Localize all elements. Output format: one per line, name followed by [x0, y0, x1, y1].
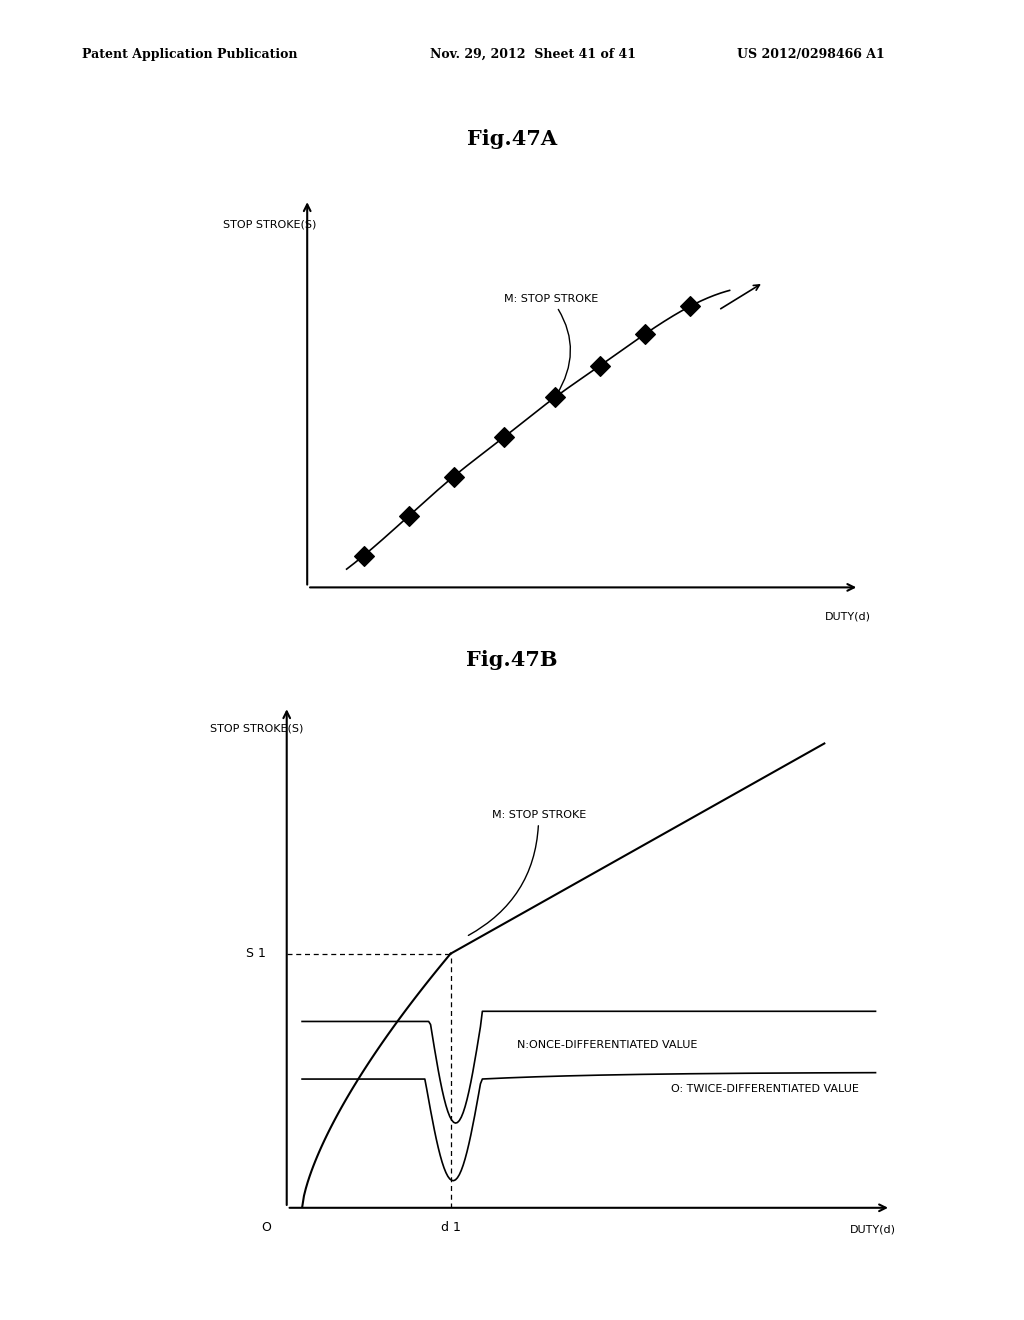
Text: DUTY(d): DUTY(d) — [850, 1225, 896, 1234]
Text: Nov. 29, 2012  Sheet 41 of 41: Nov. 29, 2012 Sheet 41 of 41 — [430, 48, 636, 61]
Point — [400, 506, 417, 527]
Text: DUTY(d): DUTY(d) — [824, 611, 870, 622]
Point — [592, 355, 608, 376]
Point — [355, 545, 372, 566]
Text: M: STOP STROKE: M: STOP STROKE — [468, 810, 586, 936]
Text: O: O — [261, 1221, 271, 1234]
Text: US 2012/0298466 A1: US 2012/0298466 A1 — [737, 48, 885, 61]
Text: STOP STROKE(S): STOP STROKE(S) — [222, 219, 316, 230]
Text: d 1: d 1 — [440, 1221, 461, 1234]
Text: Patent Application Publication: Patent Application Publication — [82, 48, 297, 61]
Point — [547, 387, 563, 408]
Point — [497, 426, 513, 447]
Point — [637, 323, 653, 345]
Text: O: TWICE-DIFFERENTIATED VALUE: O: TWICE-DIFFERENTIATED VALUE — [671, 1084, 858, 1094]
Text: S 1: S 1 — [247, 948, 266, 960]
Text: STOP STROKE(S): STOP STROKE(S) — [210, 723, 303, 734]
Point — [682, 296, 698, 317]
Point — [445, 466, 462, 487]
Text: M: STOP STROKE: M: STOP STROKE — [505, 294, 599, 395]
Text: Fig.47B: Fig.47B — [466, 649, 558, 671]
Text: Fig.47A: Fig.47A — [467, 128, 557, 149]
Text: N:ONCE-DIFFERENTIATED VALUE: N:ONCE-DIFFERENTIATED VALUE — [517, 1040, 697, 1051]
